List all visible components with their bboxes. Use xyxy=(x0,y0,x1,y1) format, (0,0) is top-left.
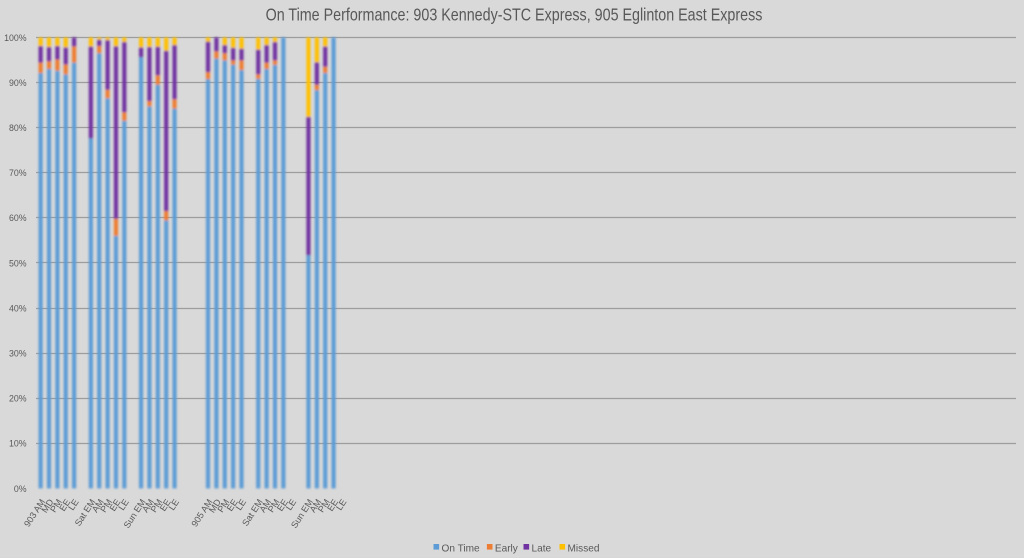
svg-text:30%: 30% xyxy=(9,349,27,359)
svg-text:Missed: Missed xyxy=(568,544,600,555)
svg-text:40%: 40% xyxy=(9,303,27,313)
svg-text:20%: 20% xyxy=(9,394,27,404)
svg-text:0%: 0% xyxy=(14,484,27,494)
svg-text:10%: 10% xyxy=(9,439,27,449)
svg-text:On Time Performance: 903 Kenne: On Time Performance: 903 Kennedy-STC Exp… xyxy=(266,4,763,24)
svg-text:Early: Early xyxy=(495,544,519,555)
svg-text:Late: Late xyxy=(532,544,552,555)
svg-text:80%: 80% xyxy=(9,123,27,133)
svg-text:70%: 70% xyxy=(9,168,27,178)
svg-text:50%: 50% xyxy=(9,258,27,268)
svg-text:60%: 60% xyxy=(9,213,27,223)
svg-text:90%: 90% xyxy=(9,78,27,88)
svg-text:On Time: On Time xyxy=(442,544,480,555)
svg-text:100%: 100% xyxy=(4,33,27,43)
